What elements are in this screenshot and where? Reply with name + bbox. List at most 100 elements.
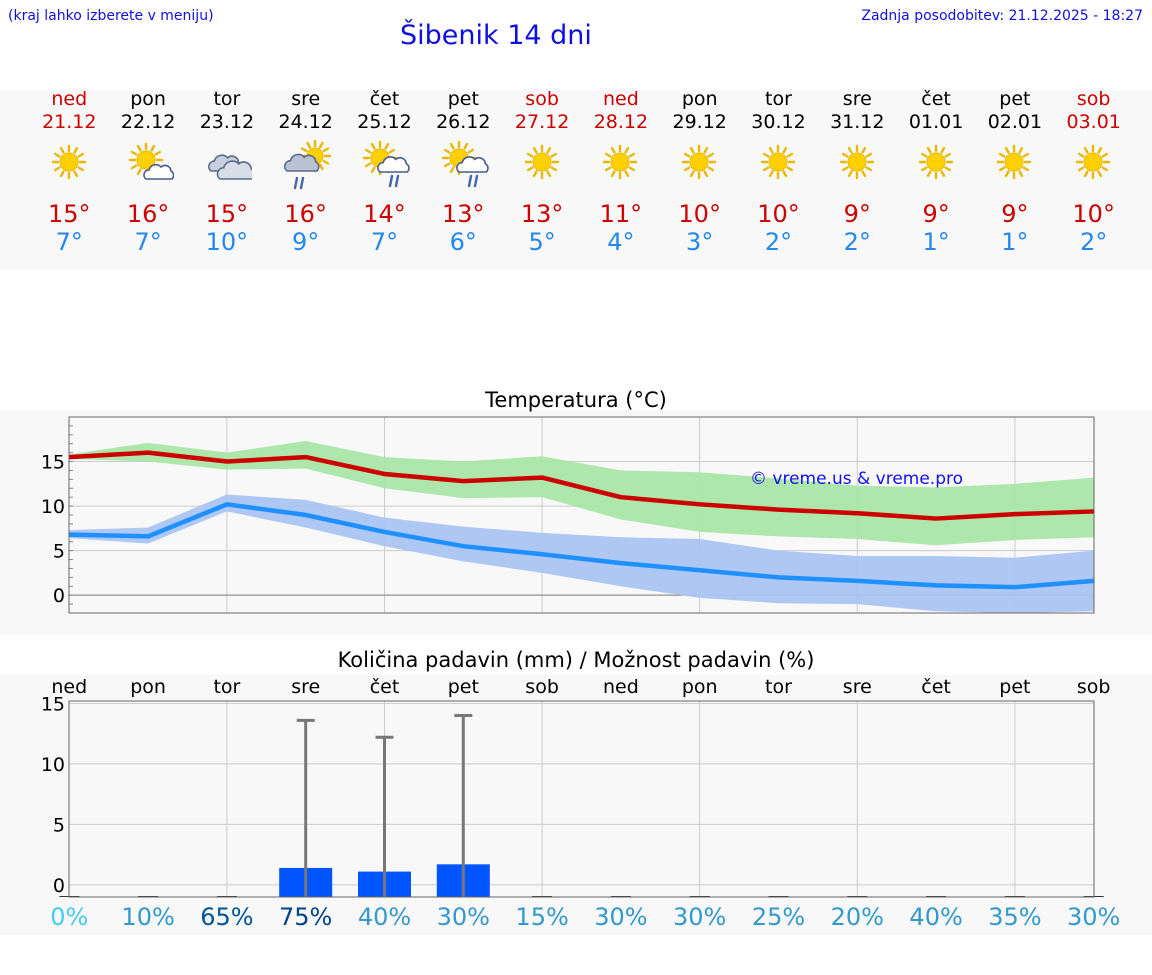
day-tmax: 16° <box>126 200 170 228</box>
category-label: sre <box>291 676 320 698</box>
day-name: sre <box>291 88 321 110</box>
category-label: pet <box>999 676 1030 698</box>
category-label: pet <box>448 676 479 698</box>
category-label: pon <box>130 676 166 698</box>
sun-icon <box>897 134 976 200</box>
day-date: 23.12 <box>199 111 255 133</box>
day-name: sob <box>525 88 559 110</box>
day-column: čet 01.01 9° 1° <box>897 88 976 256</box>
temperature-chart: 0 5 10 15 © vreme.us & vreme.pro <box>41 416 1095 614</box>
precip-probability: 15% <box>515 903 569 931</box>
precip-probability: 30% <box>594 903 648 931</box>
page-title: Šibenik 14 dni <box>400 20 592 51</box>
precip-probability: 30% <box>436 903 490 931</box>
day-tmax: 9° <box>843 200 871 228</box>
sun-icon <box>739 134 818 200</box>
y-tick-label: 5 <box>53 814 65 836</box>
day-name: pon <box>130 88 166 110</box>
day-tmax: 9° <box>922 200 950 228</box>
precip-probability: 25% <box>751 903 806 931</box>
category-label: pon <box>682 676 718 698</box>
tmin-band <box>69 494 1094 613</box>
sun-cloud-icon <box>109 134 188 200</box>
category-label: čet <box>370 676 400 698</box>
day-column: pon 22.12 16° 7° <box>109 88 188 256</box>
tmax-band <box>69 441 1094 546</box>
day-column: sob 27.12 13° 5° <box>503 88 582 256</box>
tmax-line <box>69 450 1094 521</box>
y-tick-label: 10 <box>41 754 65 776</box>
day-column: čet 25.12 14° 7° <box>345 88 424 256</box>
precip-probability: 65% <box>200 903 254 931</box>
sun-icon <box>1054 134 1133 200</box>
day-tmin: 7° <box>370 228 399 256</box>
menu-hint: (kraj lahko izberete v meniju) <box>8 8 214 24</box>
precip-probability: 20% <box>830 903 884 931</box>
day-tmax: 9° <box>1001 200 1029 228</box>
day-tmax: 16° <box>284 200 327 228</box>
day-tmax: 10° <box>757 200 800 228</box>
precip-probability: 0% <box>50 903 89 931</box>
sun-icon <box>30 134 109 200</box>
category-label: čet <box>921 676 951 698</box>
day-column: pon 29.12 10° 3° <box>660 88 739 256</box>
day-date: 26.12 <box>436 111 491 133</box>
day-name: ned <box>51 88 88 110</box>
sun-icon <box>581 134 660 200</box>
y-tick-label: 15 <box>41 452 65 474</box>
precip-probability: 30% <box>673 903 727 931</box>
day-tmin: 6° <box>449 228 477 256</box>
day-date: 29.12 <box>672 111 727 133</box>
day-tmax: 11° <box>599 200 643 228</box>
day-name: čet <box>921 88 951 110</box>
last-update: Zadnja posodobitev: 21.12.2025 - 18:27 <box>861 8 1143 24</box>
day-date: 27.12 <box>514 111 570 133</box>
precip-probability: 75% <box>279 903 333 931</box>
sun-rain-icon <box>266 134 345 200</box>
day-tmin: 5° <box>528 228 556 256</box>
day-name: sre <box>842 88 872 110</box>
day-tmax: 10° <box>1072 200 1115 228</box>
day-tmax: 13° <box>442 200 485 228</box>
sun-icon <box>503 134 582 200</box>
sun-icon <box>975 134 1054 200</box>
day-name: ned <box>602 88 639 110</box>
day-date: 03.01 <box>1066 111 1121 133</box>
day-tmin: 1° <box>922 228 950 256</box>
precip-probability: 40% <box>909 903 963 931</box>
day-tmin: 1° <box>1001 228 1029 256</box>
day-date: 31.12 <box>830 111 885 133</box>
day-column: sre 24.12 16° 9° <box>266 88 345 256</box>
day-name: tor <box>765 88 792 110</box>
watermark: © vreme.us & vreme.pro <box>750 469 963 489</box>
day-tmin: 7° <box>134 228 162 256</box>
forecast-band <box>0 90 1152 270</box>
day-tmin: 2° <box>843 228 871 256</box>
plot-frame <box>68 700 1095 898</box>
category-label: tor <box>213 676 240 698</box>
day-column: sob 03.01 10° 2° <box>1054 88 1133 256</box>
day-column: tor 30.12 10° 2° <box>739 88 818 256</box>
day-column: pet 02.01 9° 1° <box>975 88 1054 256</box>
y-tick-label: 0 <box>53 585 65 607</box>
day-tmax: 15° <box>205 200 249 228</box>
day-tmin: 7° <box>55 228 83 256</box>
day-name: pet <box>999 88 1031 110</box>
day-date: 25.12 <box>357 111 412 133</box>
day-name: pon <box>681 88 718 110</box>
y-tick-label: 0 <box>53 875 65 897</box>
day-date: 22.12 <box>120 111 176 133</box>
precip-probability: 30% <box>1067 903 1121 931</box>
day-name: sob <box>1076 88 1111 110</box>
day-tmax: 13° <box>520 200 564 228</box>
sun-icon <box>818 134 897 200</box>
day-date: 24.12 <box>278 111 333 133</box>
precip-probability: 40% <box>357 903 412 931</box>
precip-probability: 10% <box>121 903 175 931</box>
y-tick-label: 10 <box>41 496 65 518</box>
plot-area <box>69 701 1094 897</box>
day-tmin: 3° <box>686 228 714 256</box>
day-tmin: 9° <box>292 228 320 256</box>
temperature-chart-title: Temperatura (°C) <box>485 388 667 412</box>
day-date: 28.12 <box>593 111 649 133</box>
